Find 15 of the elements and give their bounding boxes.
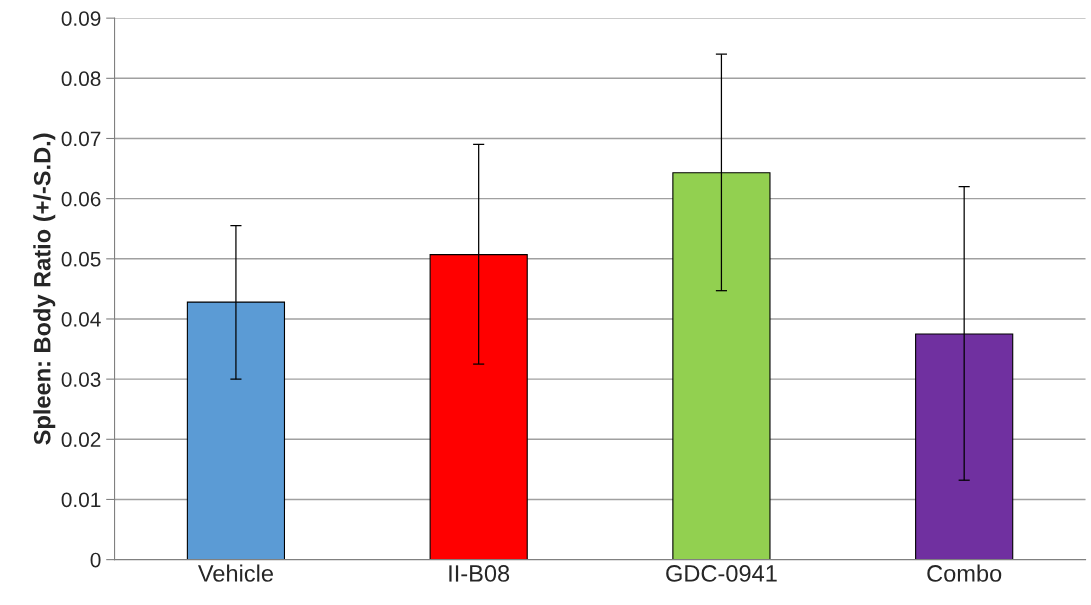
x-tick-label: II-B08 bbox=[449, 565, 510, 582]
y-tick-label: 0.03 bbox=[61, 372, 101, 387]
y-tick-label: 0.05 bbox=[61, 251, 101, 267]
y-tick-label: 0.01 bbox=[61, 492, 101, 508]
x-tick-label: Vehicle bbox=[197, 564, 273, 582]
y-axis-title: Spleen: Body Ratio (+/-S.D.) bbox=[33, 133, 56, 445]
x-tick-label: GDC-0941 bbox=[666, 565, 777, 582]
y-tick-label: 0.08 bbox=[61, 71, 101, 87]
x-tick-label: Combo bbox=[927, 564, 1002, 582]
y-tick-label: 0.02 bbox=[61, 432, 101, 448]
y-tick-label: 0.04 bbox=[61, 311, 101, 327]
y-tick-label: 0.06 bbox=[61, 191, 101, 207]
y-tick-label: 0 bbox=[90, 552, 101, 568]
y-tick-label: 0.09 bbox=[61, 11, 101, 26]
y-tick-label: 0.07 bbox=[61, 131, 101, 147]
